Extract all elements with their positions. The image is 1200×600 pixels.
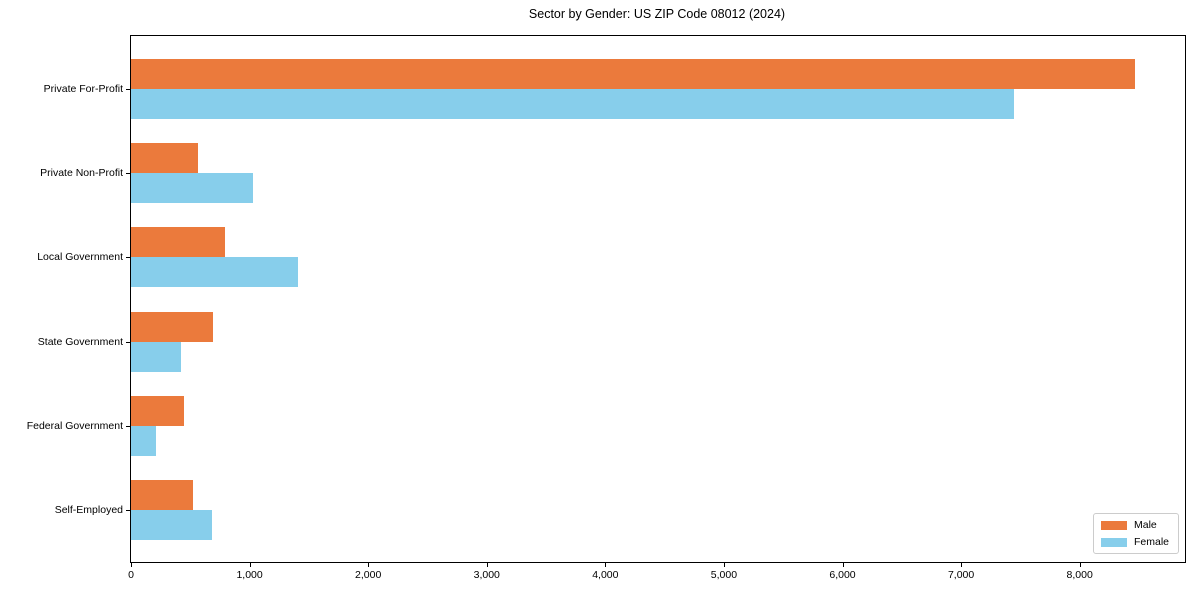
legend-item-male: Male: [1100, 519, 1169, 531]
xtick-mark-5000: [723, 563, 725, 567]
xtick-label-6000: 6,000: [829, 569, 856, 581]
bar-female-state-government: [131, 341, 181, 372]
ytick-mark-state-government: [126, 341, 130, 343]
legend-swatch-female: [1100, 537, 1127, 547]
ytick-mark-self-employed: [126, 510, 130, 511]
bar-female-private-non-profit: [131, 173, 254, 204]
ytick-label-federal-government: Federal Government: [26, 419, 123, 432]
legend: Male Female: [1092, 513, 1179, 554]
bar-female-self-employed: [131, 510, 212, 540]
ytick-label-self-employed: Self-Employed: [54, 504, 123, 516]
bar-male-federal-government: [131, 395, 185, 426]
bar-female-federal-government: [131, 425, 156, 456]
ytick-mark-private-non-profit: [126, 173, 130, 175]
xtick-mark-8000: [1079, 563, 1081, 567]
bar-male-state-government: [131, 311, 213, 342]
ytick-mark-federal-government: [126, 425, 130, 427]
bar-male-private-non-profit: [131, 143, 198, 174]
xtick-label-1000: 1,000: [236, 569, 263, 581]
legend-item-female: Female: [1100, 536, 1169, 548]
xtick-label-8000: 8,000: [1066, 569, 1093, 581]
ytick-label-private-non-profit: Private Non-Profit: [40, 167, 123, 180]
xtick-mark-2000: [368, 563, 370, 567]
legend-swatch-male: [1100, 520, 1127, 530]
ytick-label-local-government: Local Government: [37, 251, 123, 264]
xtick-mark-1000: [249, 563, 251, 567]
ytick-label-state-government: State Government: [37, 335, 123, 348]
ytick-label-private-for-profit: Private For-Profit: [43, 83, 123, 95]
xtick-label-3000: 3,000: [473, 569, 500, 581]
xtick-label-0: 0: [128, 569, 134, 581]
ytick-mark-private-for-profit: [126, 89, 130, 90]
xtick-mark-7000: [961, 563, 963, 567]
xtick-mark-6000: [842, 563, 844, 567]
xtick-mark-3000: [486, 563, 488, 567]
legend-label-female: Female: [1133, 536, 1169, 548]
xtick-mark-0: [131, 563, 132, 567]
xtick-label-5000: 5,000: [710, 569, 738, 581]
xtick-label-4000: 4,000: [592, 569, 619, 581]
bar-male-self-employed: [131, 480, 194, 510]
bar-female-local-government: [131, 257, 299, 288]
legend-label-male: Male: [1133, 519, 1157, 531]
ytick-mark-local-government: [126, 257, 130, 259]
xtick-mark-4000: [605, 563, 607, 567]
xtick-label-2000: 2,000: [355, 569, 382, 581]
xtick-label-7000: 7,000: [947, 569, 975, 581]
plot-area: Male Female Private For-Profit Private Non…: [27, 35, 1186, 581]
chart-title: Sector by Gender: US ZIP Code 08012 (202…: [528, 7, 786, 21]
bar-male-local-government: [131, 227, 225, 258]
bar-male-private-for-profit: [131, 59, 1135, 89]
bar-female-private-for-profit: [131, 89, 1015, 119]
